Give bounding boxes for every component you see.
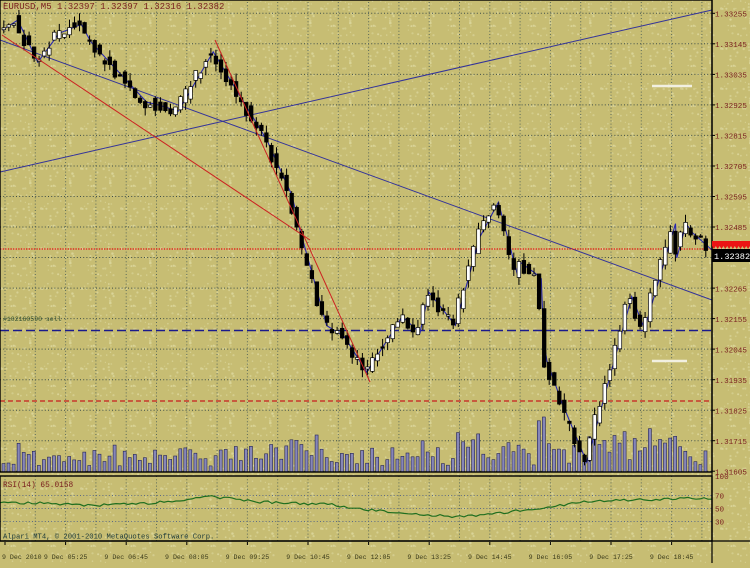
svg-text:9 Dec 14:45: 9 Dec 14:45 <box>468 554 512 561</box>
svg-text:1.32925: 1.32925 <box>715 103 747 111</box>
svg-text:9 Dec 2010: 9 Dec 2010 <box>2 554 42 561</box>
svg-text:1.32265: 1.32265 <box>715 286 747 294</box>
svg-text:1.32045: 1.32045 <box>715 347 747 355</box>
svg-text:9 Dec 16:05: 9 Dec 16:05 <box>529 554 573 561</box>
svg-text:1.32815: 1.32815 <box>715 134 747 142</box>
svg-text:100: 100 <box>715 474 729 482</box>
svg-text:Alpari MT4, © 2001-2010 MetaQu: Alpari MT4, © 2001-2010 MetaQuotes Softw… <box>3 533 214 542</box>
svg-text:9 Dec 18:45: 9 Dec 18:45 <box>650 554 694 561</box>
svg-text:9 Dec 12:05: 9 Dec 12:05 <box>347 554 391 561</box>
svg-text:1.32595: 1.32595 <box>715 195 747 203</box>
svg-text:1.33035: 1.33035 <box>715 73 747 81</box>
svg-text:9 Dec 13:25: 9 Dec 13:25 <box>407 554 451 561</box>
svg-text:1.32382: 1.32382 <box>714 252 750 262</box>
svg-text:70: 70 <box>715 494 725 502</box>
svg-text:9 Dec 17:25: 9 Dec 17:25 <box>589 554 633 561</box>
svg-text:9 Dec 05:25: 9 Dec 05:25 <box>44 554 88 561</box>
svg-text:RSI(14) 65.0158: RSI(14) 65.0158 <box>3 482 74 490</box>
svg-text:50: 50 <box>715 507 725 515</box>
svg-text:9 Dec 10:45: 9 Dec 10:45 <box>286 554 330 561</box>
svg-text:#102160590 sell: #102160590 sell <box>3 316 62 323</box>
svg-text:9 Dec 09:25: 9 Dec 09:25 <box>226 554 270 561</box>
svg-text:9 Dec 08:05: 9 Dec 08:05 <box>165 554 209 561</box>
svg-text:30: 30 <box>715 520 725 528</box>
svg-text:1.32705: 1.32705 <box>715 164 747 172</box>
svg-text:1.32485: 1.32485 <box>715 225 747 233</box>
svg-text:1.31935: 1.31935 <box>715 378 747 386</box>
svg-text:9 Dec 06:45: 9 Dec 06:45 <box>104 554 148 561</box>
svg-text:EURUSD,M5 1.32397 1.32397 1.3: EURUSD,M5 1.32397 1.32397 1.32316 1.3238… <box>3 2 224 12</box>
svg-text:1.33145: 1.33145 <box>715 42 747 50</box>
svg-text:1.33255: 1.33255 <box>715 12 747 20</box>
svg-text:1.32155: 1.32155 <box>715 317 747 325</box>
svg-text:1.31715: 1.31715 <box>715 439 747 447</box>
svg-text:1.31825: 1.31825 <box>715 408 747 416</box>
